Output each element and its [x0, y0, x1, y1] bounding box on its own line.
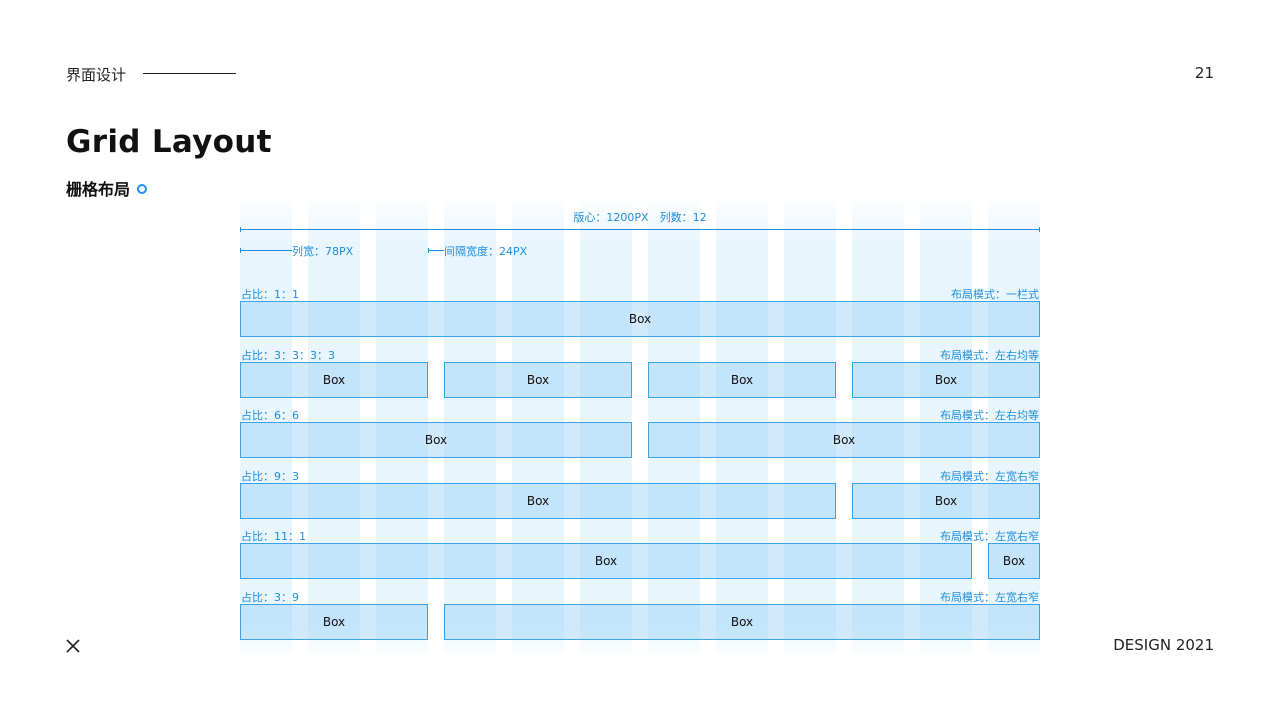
layout-box: Box [240, 483, 836, 519]
container-width-tick-left [240, 227, 241, 232]
layout-box: Box [852, 362, 1040, 398]
footer-label: DESIGN 2021 [1113, 636, 1214, 654]
grid-column-band [240, 200, 292, 655]
row-mode-label: 布局模式：左宽右窄 [940, 591, 1039, 604]
grid-column-band [308, 200, 360, 655]
row-ratio-label: 占比：9：3 [241, 470, 299, 483]
row-ratio-label: 占比：3：3：3：3 [241, 349, 335, 362]
row-mode-label: 布局模式：左右均等 [940, 409, 1039, 422]
gutter-width-label: 间隔宽度：24PX [444, 245, 528, 258]
grid-column-band [648, 200, 700, 655]
page-subtitle: 栅格布局 [66, 180, 131, 199]
page-number: 21 [1194, 64, 1214, 82]
row-mode-label: 布局模式：左宽右窄 [940, 470, 1039, 483]
grid-column-band [784, 200, 836, 655]
layout-box: Box [444, 362, 632, 398]
close-icon[interactable] [65, 638, 81, 654]
layout-box: Box [444, 604, 1040, 640]
row-mode-label: 布局模式：左宽右窄 [940, 530, 1039, 543]
layout-box: Box [648, 422, 1040, 458]
layout-box: Box [240, 543, 972, 579]
row-ratio-label: 占比：11：1 [241, 530, 306, 543]
container-width-label: 版心：1200PX 列数：12 [573, 211, 707, 224]
row-ratio-label: 占比：1：1 [241, 288, 299, 301]
grid-column-band [852, 200, 904, 655]
layout-box: Box [240, 422, 632, 458]
column-width-label: 列宽：78PX [292, 245, 354, 258]
gutter-width-line [428, 250, 444, 251]
grid-column-band [716, 200, 768, 655]
grid-column-band [444, 200, 496, 655]
layout-box: Box [240, 604, 428, 640]
layout-box: Box [988, 543, 1040, 579]
column-width-line [240, 250, 292, 251]
column-width-tick [240, 248, 241, 253]
layout-box: Box [240, 362, 428, 398]
grid-column-band [580, 200, 632, 655]
section-title: 界面设计 [66, 66, 127, 84]
row-ratio-label: 占比：3：9 [241, 591, 299, 604]
gutter-width-tick [428, 248, 429, 253]
layout-box: Box [648, 362, 836, 398]
grid-column-band [988, 200, 1040, 655]
layout-box: Box [240, 301, 1040, 337]
grid-column-band [512, 200, 564, 655]
grid-columns-background [240, 200, 1040, 655]
row-ratio-label: 占比：6：6 [241, 409, 299, 422]
bullet-dot-icon [137, 184, 147, 194]
row-mode-label: 布局模式：左右均等 [940, 349, 1039, 362]
header-divider [143, 73, 236, 74]
container-width-line [240, 229, 1040, 230]
grid-diagram: 版心：1200PX 列数：12 列宽：78PX 间隔宽度：24PX 占比：1：1… [240, 200, 1040, 655]
row-mode-label: 布局模式：一栏式 [951, 288, 1039, 301]
page-title: Grid Layout [66, 124, 272, 160]
grid-column-band [920, 200, 972, 655]
container-width-tick-right [1039, 227, 1040, 232]
layout-box: Box [852, 483, 1040, 519]
grid-column-band [376, 200, 428, 655]
